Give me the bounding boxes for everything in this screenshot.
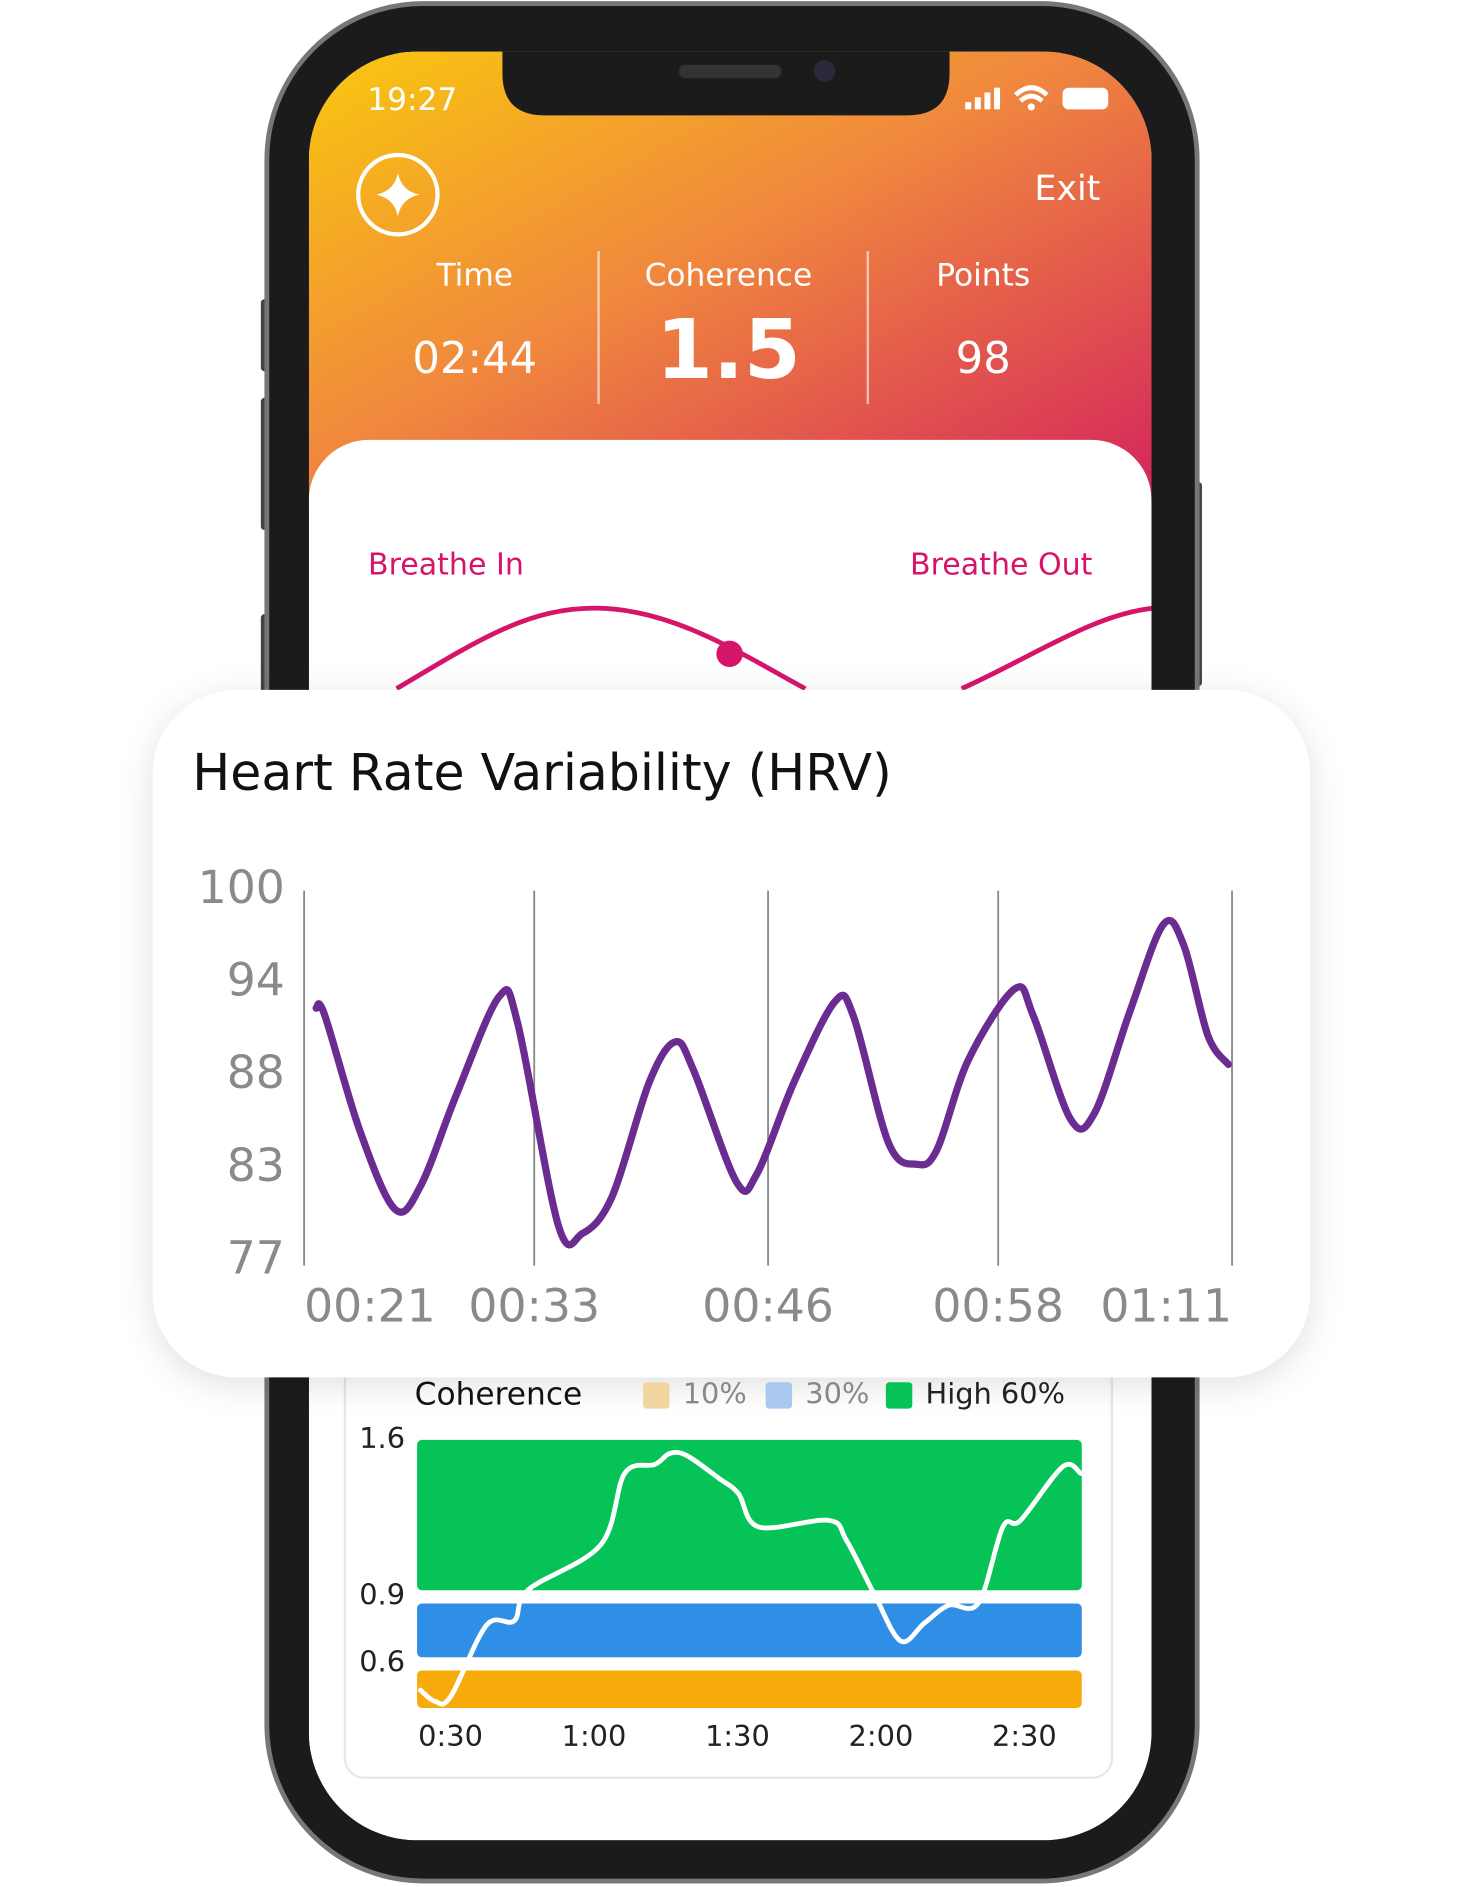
logo-button[interactable]: [356, 152, 440, 237]
speaker: [679, 64, 782, 79]
y-tick-label: 77: [227, 1231, 285, 1284]
data-line: [418, 1449, 1084, 1707]
legend-swatch: [885, 1382, 913, 1409]
x-tick-label: 2:30: [992, 1719, 1057, 1753]
legend-swatch: [765, 1382, 793, 1409]
x-tick-label: 1:30: [705, 1719, 770, 1753]
legend-label: 10%: [683, 1376, 747, 1410]
charts: Heart Rate Variability (HRV) 77 83 88 94 100 0…: [192, 743, 1233, 1753]
header-bg: [308, 51, 1152, 509]
y-tick-label: 83: [227, 1139, 285, 1192]
camera: [813, 60, 836, 82]
x-tick-label: 00:21: [304, 1279, 436, 1332]
stat-value: 02:44: [412, 334, 537, 384]
zone-band: [417, 1603, 1082, 1658]
stat-value: 98: [956, 334, 1011, 384]
y-tick-label: 100: [198, 861, 285, 914]
chart-title: Coherence: [415, 1376, 583, 1412]
x-tick-label: 00:33: [468, 1279, 600, 1332]
chart-title: Heart Rate Variability (HRV): [192, 743, 891, 802]
legend-swatch: [643, 1382, 670, 1409]
legend-label: 30%: [805, 1376, 869, 1410]
wifi-icon: [1014, 85, 1049, 103]
logo-star: [376, 173, 420, 217]
zone-band: [417, 1670, 1082, 1708]
y-tick-label: 0.6: [359, 1644, 405, 1678]
breathe-in: Breathe In: [368, 548, 524, 583]
breath-wave: [395, 605, 1152, 691]
y-tick-label: 94: [227, 954, 285, 1007]
status-time: 19:27: [367, 82, 457, 118]
y-tick-label: 0.9: [359, 1577, 405, 1611]
x-tick-label: 00:46: [702, 1279, 834, 1332]
hrv-card: [152, 689, 1311, 1378]
signal-icon: [965, 87, 1001, 110]
wifi-dot: [1027, 103, 1035, 111]
exit-button[interactable]: Exit: [1034, 169, 1100, 209]
x-tick-label: 2:00: [849, 1719, 914, 1753]
x-tick-label: 00:58: [932, 1279, 1064, 1332]
legend-label: High 60%: [926, 1376, 1066, 1410]
y-tick-label: 88: [227, 1046, 285, 1099]
battery-icon: [1062, 87, 1109, 110]
notch: [502, 51, 950, 116]
y-tick-label: 1.6: [359, 1421, 405, 1455]
stat-label: Points: [936, 257, 1030, 293]
breath-dot: [716, 640, 743, 668]
data-line: [312, 916, 1232, 1249]
x-tick-label: 0:30: [418, 1719, 483, 1753]
x-tick-label: 1:00: [562, 1719, 627, 1753]
stat-value: 1.5: [656, 303, 801, 398]
breathe-out: Breathe Out: [910, 548, 1093, 583]
stat-label: Time: [436, 257, 513, 293]
stat-label: Coherence: [645, 257, 813, 293]
x-tick-label: 01:11: [1100, 1279, 1232, 1332]
